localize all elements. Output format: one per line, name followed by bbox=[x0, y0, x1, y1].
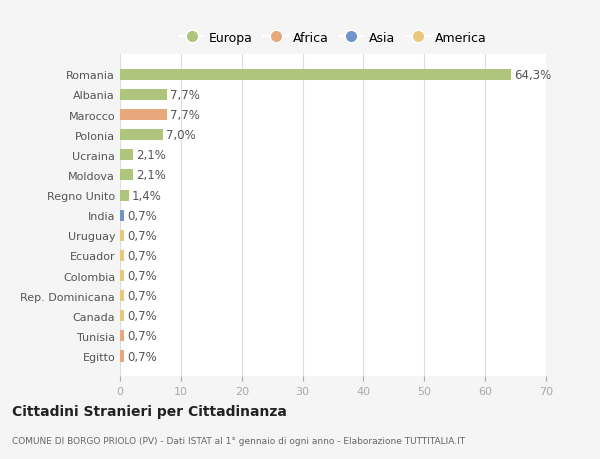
Bar bbox=[120, 270, 124, 281]
Text: 0,7%: 0,7% bbox=[127, 330, 157, 343]
Bar bbox=[120, 110, 167, 121]
Bar bbox=[120, 70, 511, 81]
Text: COMUNE DI BORGO PRIOLO (PV) - Dati ISTAT al 1° gennaio di ogni anno - Elaborazio: COMUNE DI BORGO PRIOLO (PV) - Dati ISTAT… bbox=[12, 436, 465, 445]
Bar bbox=[120, 311, 124, 322]
Text: 7,0%: 7,0% bbox=[166, 129, 196, 142]
Text: 0,7%: 0,7% bbox=[127, 350, 157, 363]
Bar bbox=[120, 150, 133, 161]
Bar bbox=[120, 190, 128, 201]
Bar bbox=[120, 291, 124, 302]
Text: 0,7%: 0,7% bbox=[127, 230, 157, 242]
Text: 7,7%: 7,7% bbox=[170, 109, 200, 122]
Text: 64,3%: 64,3% bbox=[514, 69, 551, 82]
Bar bbox=[120, 330, 124, 341]
Bar bbox=[120, 130, 163, 141]
Legend: Europa, Africa, Asia, America: Europa, Africa, Asia, America bbox=[176, 29, 490, 47]
Text: 0,7%: 0,7% bbox=[127, 269, 157, 282]
Text: 2,1%: 2,1% bbox=[136, 149, 166, 162]
Bar bbox=[120, 90, 167, 101]
Text: 2,1%: 2,1% bbox=[136, 169, 166, 182]
Text: 0,7%: 0,7% bbox=[127, 310, 157, 323]
Text: 7,7%: 7,7% bbox=[170, 89, 200, 102]
Bar bbox=[120, 230, 124, 241]
Text: 0,7%: 0,7% bbox=[127, 249, 157, 263]
Bar bbox=[120, 170, 133, 181]
Text: 0,7%: 0,7% bbox=[127, 290, 157, 302]
Bar bbox=[120, 250, 124, 262]
Text: 0,7%: 0,7% bbox=[127, 209, 157, 222]
Bar bbox=[120, 210, 124, 221]
Text: 1,4%: 1,4% bbox=[131, 189, 161, 202]
Bar bbox=[120, 351, 124, 362]
Text: Cittadini Stranieri per Cittadinanza: Cittadini Stranieri per Cittadinanza bbox=[12, 404, 287, 419]
